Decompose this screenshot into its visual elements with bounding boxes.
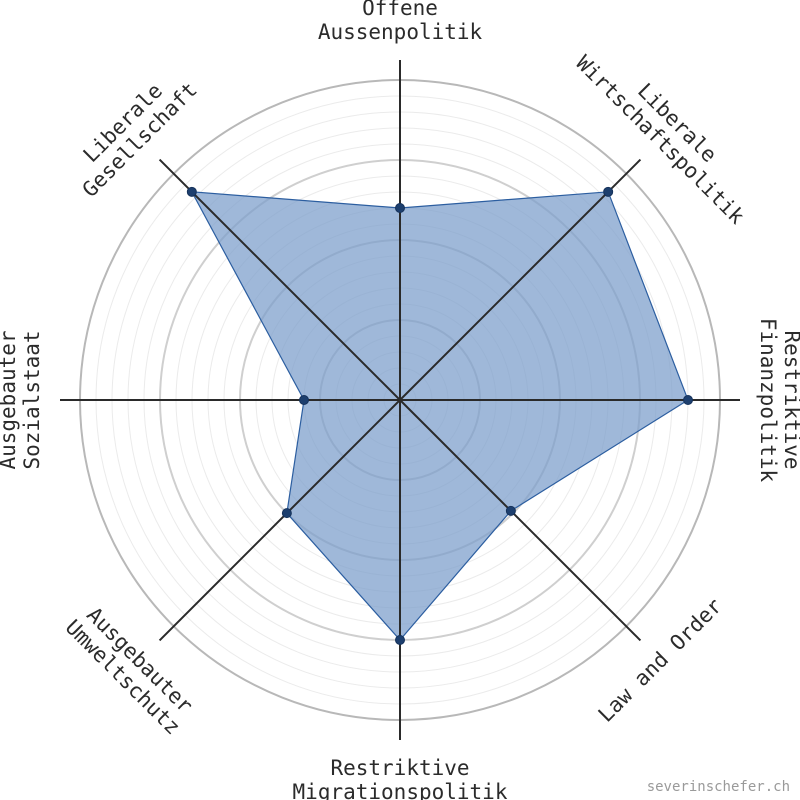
data-point <box>505 505 516 516</box>
data-area <box>190 191 689 641</box>
data-point <box>395 635 405 645</box>
axis-label: Offene Aussenpolitik <box>318 0 483 44</box>
axis-line <box>158 158 401 401</box>
axis-label-group: RestriktiveFinanzpolitik <box>756 318 800 483</box>
data-polygon <box>190 191 689 641</box>
data-point <box>683 395 693 405</box>
data-point <box>281 508 292 519</box>
data-point <box>603 186 614 197</box>
credit-text[interactable]: severinschefer.ch <box>647 779 790 795</box>
data-points <box>186 186 693 645</box>
axis-line <box>399 158 642 401</box>
data-point <box>299 395 309 405</box>
axis-label-group: Restriktive Migrationspolitik <box>293 756 508 800</box>
axis-label-group: AusgebauterSozialstaat <box>0 330 44 469</box>
axis-label: Restriktive Migrationspolitik <box>293 756 508 800</box>
axis-label-group: Offene Aussenpolitik <box>318 0 483 44</box>
axis-label: RestriktiveFinanzpolitik <box>756 318 800 483</box>
axis-label: AusgebauterSozialstaat <box>0 330 44 469</box>
data-point <box>186 186 197 197</box>
axis-line <box>158 399 401 642</box>
data-point <box>395 203 405 213</box>
axis-line <box>399 399 642 642</box>
